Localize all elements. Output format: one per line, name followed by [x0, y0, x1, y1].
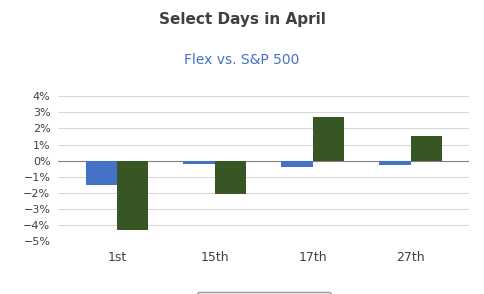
Text: Select Days in April: Select Days in April — [159, 12, 325, 27]
Text: Flex vs. S&P 500: Flex vs. S&P 500 — [184, 53, 300, 67]
Bar — [117, 161, 148, 230]
Bar — [183, 161, 215, 164]
Bar — [281, 161, 313, 167]
Bar — [86, 161, 117, 185]
Bar — [313, 117, 344, 161]
Bar — [379, 161, 411, 166]
Bar — [411, 136, 442, 161]
Legend: Flex, S&P 500: Flex, S&P 500 — [197, 293, 331, 294]
Bar — [215, 161, 246, 194]
